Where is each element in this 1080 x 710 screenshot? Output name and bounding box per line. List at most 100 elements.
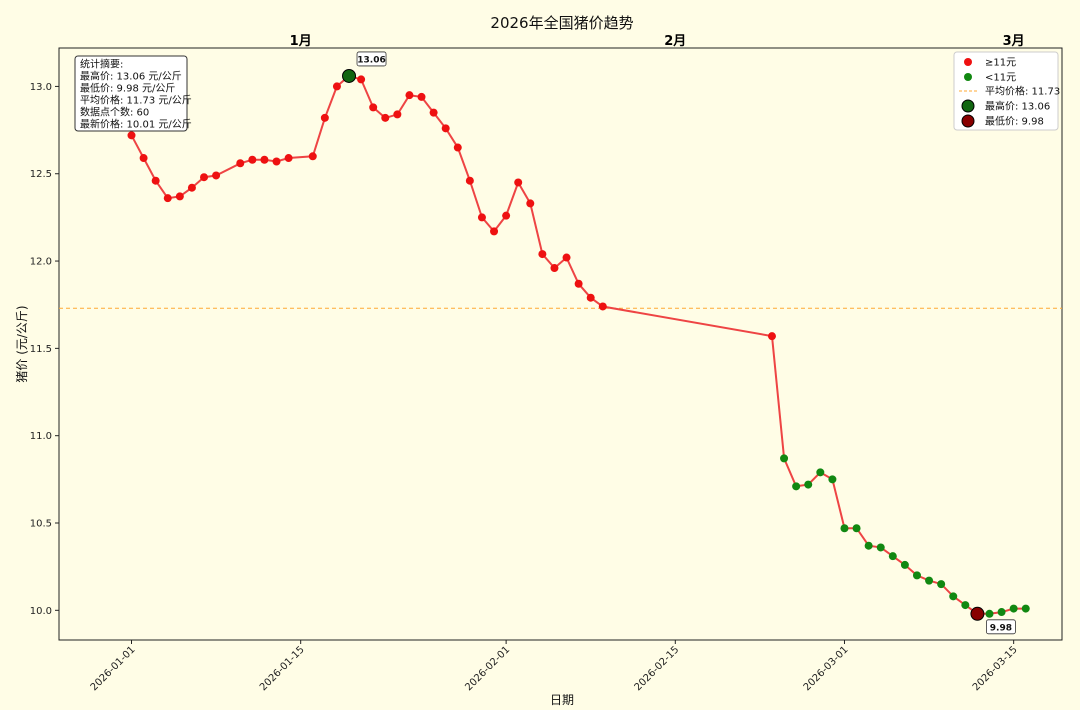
x-tick-label: 2026-02-01 bbox=[463, 644, 512, 693]
min-annotation-box bbox=[986, 619, 1016, 635]
legend-frame bbox=[953, 51, 1059, 131]
x-tick-label: 2026-02-15 bbox=[633, 644, 682, 693]
data-point bbox=[417, 92, 426, 101]
data-point bbox=[767, 332, 776, 341]
stats-line: 最新价格: 10.01 元/公斤 bbox=[80, 118, 192, 131]
max-annotation-box bbox=[356, 51, 387, 67]
stats-box-frame bbox=[74, 55, 188, 132]
data-point bbox=[562, 253, 571, 262]
data-point bbox=[852, 524, 861, 533]
x-tick-label: 2026-01-15 bbox=[258, 644, 307, 693]
legend-high-label: ≥11元 bbox=[985, 58, 1016, 69]
data-point bbox=[937, 580, 946, 589]
data-point bbox=[357, 75, 366, 84]
max-annotation-label: 13.06 bbox=[357, 55, 385, 65]
stats-line: 统计摘要: bbox=[80, 58, 123, 71]
data-point bbox=[888, 552, 897, 561]
chart-title: 2026年全国猪价趋势 bbox=[490, 14, 633, 32]
x-axis-label: 日期 bbox=[550, 693, 574, 707]
data-point bbox=[200, 173, 209, 182]
data-point bbox=[961, 601, 970, 610]
legend-min-label: 最低价: 9.98 bbox=[985, 115, 1044, 128]
data-point bbox=[949, 592, 958, 601]
data-point bbox=[490, 227, 499, 236]
data-point bbox=[175, 192, 184, 201]
data-point bbox=[187, 183, 196, 192]
data-point bbox=[163, 194, 172, 203]
min-annotation-label: 9.98 bbox=[990, 623, 1012, 633]
data-point bbox=[586, 293, 595, 302]
data-point bbox=[405, 91, 414, 100]
data-point bbox=[236, 159, 245, 168]
data-point bbox=[792, 482, 801, 491]
data-point bbox=[320, 113, 329, 122]
data-point bbox=[514, 178, 523, 187]
data-point bbox=[997, 608, 1006, 617]
min-price-marker bbox=[970, 606, 985, 621]
data-point bbox=[393, 110, 402, 119]
data-point bbox=[284, 154, 293, 163]
data-point bbox=[127, 131, 136, 140]
extreme-markers: 13.06 9.98 bbox=[342, 51, 1016, 635]
y-tick-label: 13.0 bbox=[30, 82, 52, 93]
data-point bbox=[574, 279, 583, 288]
data-point bbox=[550, 264, 559, 273]
data-point bbox=[502, 211, 511, 220]
y-tick-label: 10.0 bbox=[30, 606, 52, 617]
month-label: 3月 bbox=[1003, 34, 1025, 49]
data-point bbox=[900, 560, 909, 569]
data-point bbox=[453, 143, 462, 152]
stats-line: 平均价格: 11.73 元/公斤 bbox=[80, 94, 192, 107]
legend-max-marker bbox=[961, 99, 975, 113]
stats-line: 数据点个数: 60 bbox=[80, 106, 149, 119]
x-axis: 2026-01-01 2026-01-15 2026-02-01 2026-02-15… bbox=[89, 640, 1020, 693]
y-axis: 10.0 10.5 11.0 11.5 12.0 12.5 13.0 bbox=[30, 82, 59, 617]
plot-area bbox=[58, 47, 1063, 641]
data-point bbox=[260, 155, 269, 164]
data-point bbox=[139, 154, 148, 163]
max-price-marker bbox=[342, 68, 357, 83]
legend-max-label: 最高价: 13.06 bbox=[985, 100, 1050, 113]
data-point bbox=[1021, 604, 1030, 613]
data-point bbox=[381, 113, 390, 122]
data-points bbox=[127, 71, 1030, 618]
x-tick-label: 2026-01-01 bbox=[89, 644, 138, 693]
data-point bbox=[598, 302, 607, 311]
data-point bbox=[925, 576, 934, 585]
month-label: 1月 bbox=[290, 34, 312, 49]
data-point bbox=[804, 480, 813, 489]
stats-line: 最高价: 13.06 元/公斤 bbox=[80, 70, 182, 83]
data-point bbox=[538, 250, 547, 259]
legend-low-marker bbox=[964, 73, 972, 81]
data-point bbox=[864, 541, 873, 550]
y-axis-label: 猪价 (元/公斤) bbox=[15, 305, 29, 382]
data-point bbox=[1009, 604, 1018, 613]
legend-low-label: <11元 bbox=[985, 73, 1016, 84]
data-point bbox=[840, 524, 849, 533]
data-point bbox=[151, 176, 160, 185]
data-point bbox=[369, 103, 378, 112]
y-tick-label: 12.0 bbox=[30, 257, 52, 268]
y-tick-label: 11.0 bbox=[30, 431, 52, 442]
month-label: 2月 bbox=[664, 34, 686, 49]
legend-min-marker bbox=[961, 114, 975, 128]
data-point bbox=[332, 82, 341, 91]
data-point bbox=[272, 157, 281, 166]
month-labels: 1月 2月 3月 bbox=[290, 34, 1025, 49]
data-point bbox=[441, 124, 450, 133]
legend-high-marker bbox=[964, 58, 972, 66]
y-tick-label: 10.5 bbox=[30, 518, 52, 529]
data-point bbox=[212, 171, 221, 180]
legend-average-label: 平均价格: 11.73 bbox=[985, 85, 1060, 98]
stats-line: 最低价: 9.98 元/公斤 bbox=[80, 82, 175, 95]
y-tick-label: 12.5 bbox=[30, 169, 52, 180]
data-point bbox=[985, 609, 994, 618]
data-point bbox=[780, 454, 789, 463]
data-point bbox=[477, 213, 486, 222]
data-point bbox=[526, 199, 535, 208]
data-point bbox=[465, 176, 474, 185]
